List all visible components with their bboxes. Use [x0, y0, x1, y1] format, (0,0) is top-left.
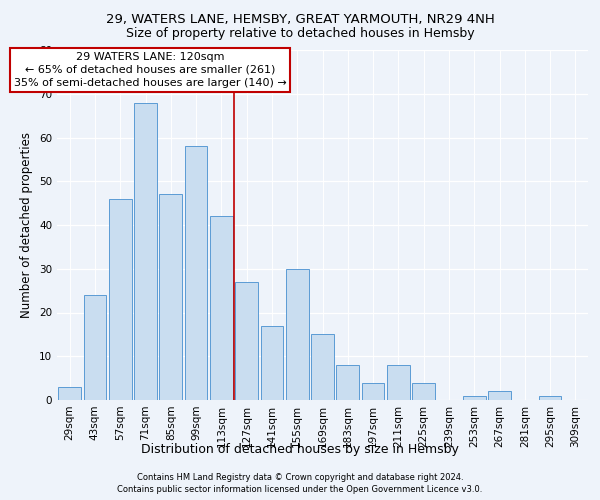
Bar	[412, 382, 435, 400]
Bar	[311, 334, 334, 400]
Text: Distribution of detached houses by size in Hemsby: Distribution of detached houses by size …	[141, 442, 459, 456]
Bar	[260, 326, 283, 400]
Bar	[286, 269, 308, 400]
Text: Contains HM Land Registry data © Crown copyright and database right 2024.: Contains HM Land Registry data © Crown c…	[137, 472, 463, 482]
Bar	[235, 282, 258, 400]
Bar	[185, 146, 208, 400]
Bar	[109, 198, 131, 400]
Bar	[337, 365, 359, 400]
Bar	[387, 365, 410, 400]
Bar	[58, 387, 81, 400]
Text: 29 WATERS LANE: 120sqm
← 65% of detached houses are smaller (261)
35% of semi-de: 29 WATERS LANE: 120sqm ← 65% of detached…	[14, 52, 286, 88]
Text: Contains public sector information licensed under the Open Government Licence v3: Contains public sector information licen…	[118, 485, 482, 494]
Y-axis label: Number of detached properties: Number of detached properties	[20, 132, 34, 318]
Bar	[362, 382, 385, 400]
Text: 29, WATERS LANE, HEMSBY, GREAT YARMOUTH, NR29 4NH: 29, WATERS LANE, HEMSBY, GREAT YARMOUTH,…	[106, 12, 494, 26]
Text: Size of property relative to detached houses in Hemsby: Size of property relative to detached ho…	[125, 28, 475, 40]
Bar	[83, 295, 106, 400]
Bar	[463, 396, 485, 400]
Bar	[210, 216, 233, 400]
Bar	[488, 391, 511, 400]
Bar	[160, 194, 182, 400]
Bar	[539, 396, 562, 400]
Bar	[134, 102, 157, 400]
